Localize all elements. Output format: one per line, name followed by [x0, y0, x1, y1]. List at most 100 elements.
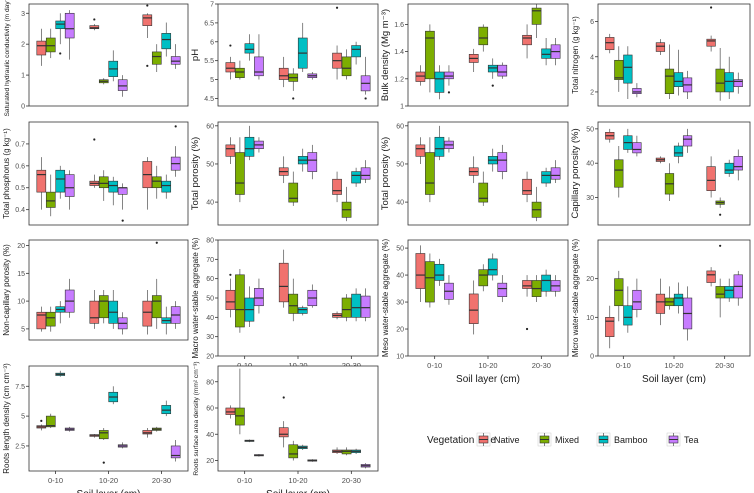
box-body [278, 427, 289, 438]
legend-item-bamboo: Bamboo [596, 432, 648, 447]
box-tea-10-20 [682, 70, 693, 99]
panel-tn: 2 4 6 Total nitrogen (g kg⁻¹) [571, 3, 751, 107]
y-tick-label: 6.5 [204, 20, 214, 27]
box-mixed-20-30 [715, 47, 725, 101]
y-axis-title: Micro water-stable aggregate (%) [571, 239, 580, 358]
box-body [478, 26, 489, 46]
box-body [550, 167, 561, 180]
y-tick-label: 5 [21, 414, 25, 421]
box-body [170, 445, 181, 459]
box-body [351, 293, 361, 318]
box-body [623, 54, 633, 84]
box-native-10-20 [278, 396, 289, 448]
y-tick-label: 0.6 [15, 163, 25, 170]
y-tick-label: 30 [586, 195, 594, 202]
box-body [415, 253, 426, 289]
box-mixed-20-30 [341, 294, 352, 322]
box-bamboo-20-30 [541, 167, 551, 187]
box-body [706, 270, 716, 283]
panel-rld: 2.5 5 7.5 Roots length density (cm cm⁻³) 0-1… [2, 363, 189, 493]
box-tea-0-10 [64, 278, 75, 318]
box-body [706, 38, 716, 47]
y-tick-label: 1.6 [394, 22, 404, 29]
box-body [151, 51, 162, 65]
box-bamboo-10-20 [297, 444, 308, 450]
box-mixed-0-10 [45, 174, 56, 217]
box-bamboo-0-10 [434, 125, 445, 161]
box-native-0-10 [415, 245, 426, 303]
outlier-point [447, 91, 451, 94]
box-native-0-10 [415, 65, 426, 86]
box-tea-10-20 [307, 72, 318, 80]
x-axis-title: Soil layer (cm) [266, 489, 330, 493]
box-body [541, 171, 551, 184]
box-native-0-10 [36, 306, 47, 332]
box-body [605, 37, 615, 51]
box-body [497, 64, 508, 77]
box-body [254, 56, 264, 77]
y-tick-label: 40 [586, 161, 594, 168]
outlier-point [491, 84, 494, 87]
box-tea-0-10 [254, 453, 264, 457]
box-bamboo-10-20 [108, 176, 119, 206]
box-body [733, 79, 743, 87]
box-native-10-20 [655, 39, 666, 55]
box-native-20-30 [522, 24, 532, 59]
panel-frame [28, 121, 189, 226]
box-body [351, 171, 361, 184]
box-body [415, 144, 426, 157]
box-mixed-10-20 [664, 44, 675, 99]
box-body [434, 136, 445, 157]
outlier-point [364, 97, 367, 100]
y-tick-label: 50 [396, 161, 404, 168]
x-tick-label: 0-10 [616, 361, 631, 370]
box-tea-10-20 [117, 75, 128, 97]
box-body [623, 305, 633, 326]
y-tick-label: 0 [21, 104, 25, 111]
box-bamboo-20-30 [541, 269, 551, 297]
box-body [655, 42, 666, 52]
box-mixed-0-10 [614, 270, 624, 322]
box-body [724, 162, 734, 174]
box-body [724, 72, 734, 93]
box-body [632, 88, 642, 94]
outlier-point [292, 97, 295, 100]
outlier-point [102, 461, 105, 464]
outlier-point [335, 6, 339, 9]
y-tick-label: 80 [206, 379, 214, 386]
x-tick-label: 0-10 [237, 476, 252, 485]
box-native-20-30 [332, 311, 342, 320]
box-mixed-10-20 [478, 24, 489, 52]
box-body [541, 274, 551, 292]
box-body [45, 191, 56, 208]
box-body [117, 79, 128, 91]
box-mixed-20-30 [341, 186, 352, 222]
box-native-0-10 [225, 273, 236, 318]
box-body [715, 68, 725, 93]
box-body [706, 166, 716, 191]
box-body [487, 64, 498, 73]
x-axis-title: Soil layer (cm) [642, 374, 706, 385]
box-tea-20-30 [733, 72, 743, 94]
box-body [715, 286, 725, 299]
box-body [142, 300, 153, 327]
box-bamboo-20-30 [351, 448, 361, 454]
box-bamboo-10-20 [673, 282, 684, 314]
box-native-10-20 [655, 278, 666, 326]
box-body [45, 37, 56, 53]
box-tea-0-10 [444, 65, 454, 94]
box-mixed-0-10 [235, 269, 245, 333]
box-native-20-30 [332, 447, 342, 454]
box-bamboo-0-10 [434, 258, 445, 286]
box-tea-0-10 [64, 10, 75, 60]
box-mixed-0-10 [235, 137, 245, 203]
box-body [497, 282, 508, 297]
x-tick-label: 10-20 [478, 361, 497, 370]
box-bamboo-0-10 [244, 34, 255, 61]
box-body [522, 34, 532, 46]
legend-item-mixed: Mixed [537, 432, 579, 447]
y-axis-title: Bulk density (Mg m⁻³) [380, 9, 391, 101]
outlier-point [93, 138, 96, 141]
y-axis-title: pH [190, 49, 201, 61]
legend-label: Mixed [555, 435, 579, 445]
